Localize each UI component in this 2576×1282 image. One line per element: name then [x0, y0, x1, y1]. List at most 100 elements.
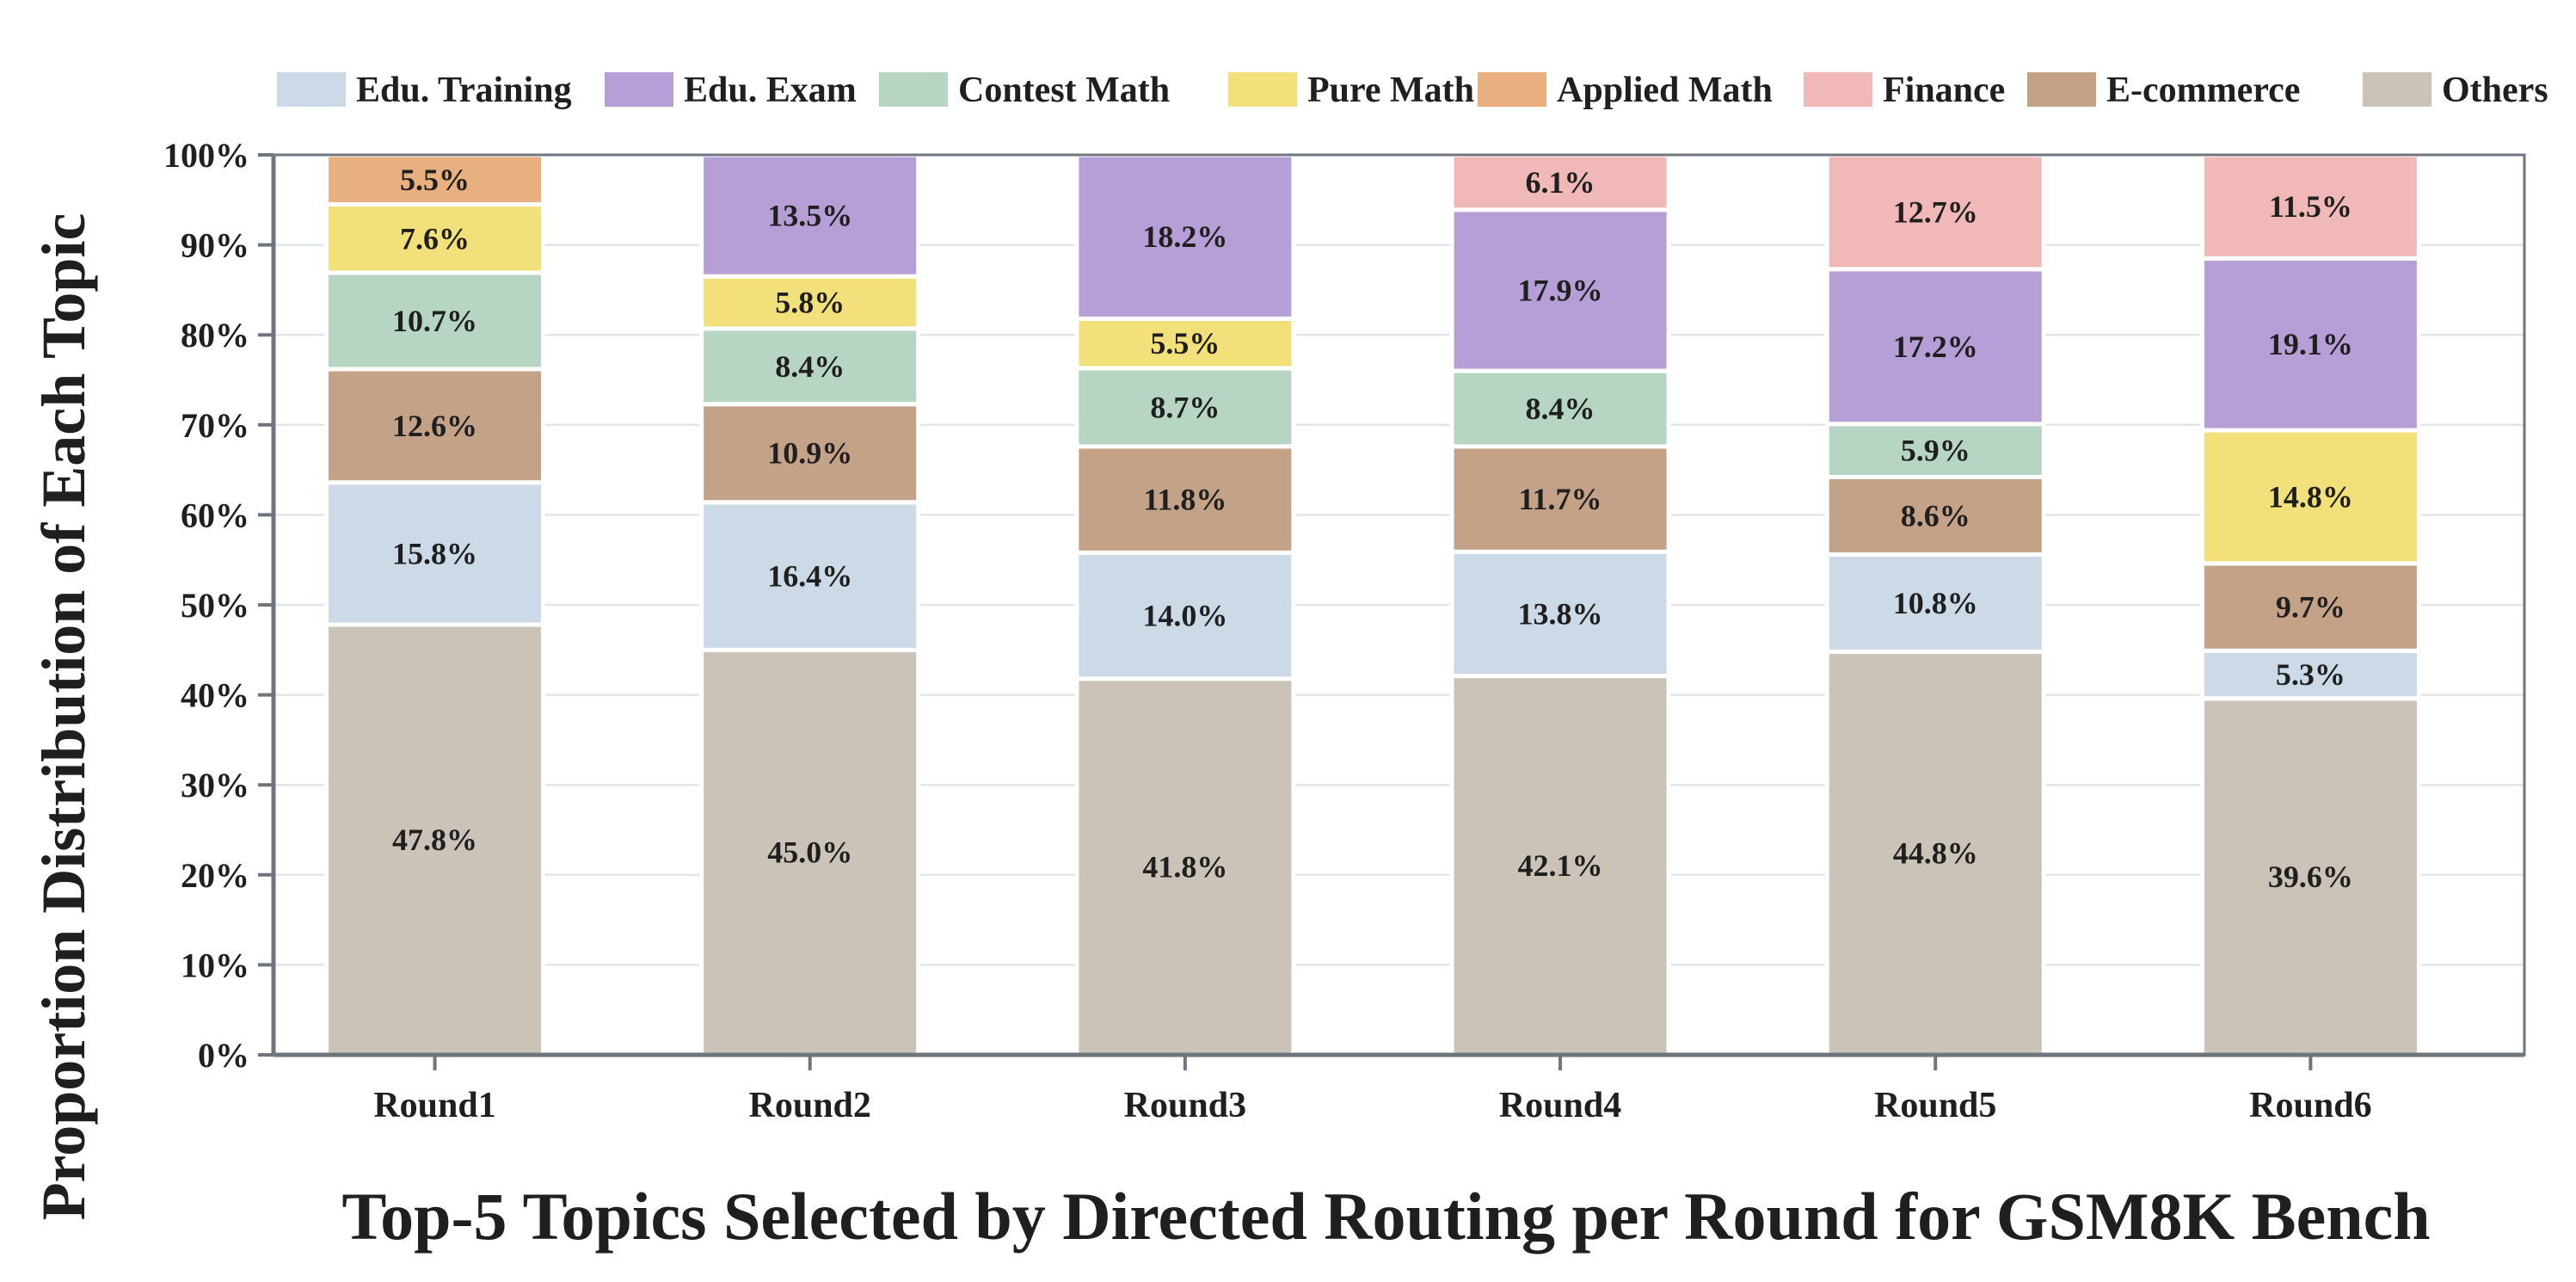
- y-tick-label: 90%: [181, 226, 249, 265]
- bar-segment-edu-exam: [1824, 267, 2046, 427]
- legend-swatch-edu-training: [277, 72, 346, 107]
- x-tick-label: Round5: [1874, 1086, 1996, 1125]
- data-label: 19.1%: [2268, 327, 2353, 361]
- data-label: 5.5%: [1150, 326, 1220, 361]
- legend-swatch-others: [2363, 72, 2432, 107]
- data-label: 9.7%: [2276, 590, 2345, 625]
- legend-swatch-applied-math: [1478, 72, 1546, 107]
- data-label: 5.5%: [400, 163, 470, 197]
- bar-segment-others: [1449, 674, 1671, 1057]
- bar-segment-edu-exam: [1074, 152, 1296, 321]
- gridlines: [274, 243, 2524, 966]
- data-label: 13.8%: [1518, 596, 1603, 631]
- bars: [324, 152, 2421, 1057]
- legend-label: Contest Math: [958, 71, 1170, 110]
- legend-swatch-finance: [1804, 72, 1872, 107]
- data-label: 44.8%: [1893, 836, 1978, 871]
- data-label: 6.1%: [1526, 165, 1595, 200]
- data-label: 18.2%: [1142, 219, 1227, 254]
- data-label: 8.4%: [775, 349, 845, 384]
- x-tick-label: Round4: [1499, 1086, 1621, 1125]
- data-label: 11.8%: [1143, 483, 1227, 517]
- x-tick-label: Round2: [749, 1086, 871, 1125]
- y-tick-label: 60%: [181, 496, 249, 534]
- legend-swatch-e-commerce: [2027, 72, 2096, 107]
- y-tick-label: 30%: [181, 766, 249, 804]
- data-label: 7.6%: [400, 221, 470, 256]
- bar-segment-contest-math: [699, 326, 921, 407]
- legend-label: Edu. Training: [356, 71, 572, 110]
- data-label: 17.2%: [1893, 330, 1978, 364]
- data-label: 12.7%: [1893, 194, 1978, 229]
- legend-label: Applied Math: [1557, 71, 1773, 110]
- data-label: 16.4%: [767, 559, 852, 594]
- x-tick-label: Round6: [2249, 1086, 2371, 1125]
- bar-segment-edu-training: [324, 480, 546, 627]
- data-label: 15.8%: [392, 536, 477, 570]
- data-label: 10.9%: [767, 436, 852, 471]
- bar-segment-others: [324, 622, 546, 1057]
- data-label: 41.8%: [1142, 849, 1227, 884]
- legend-swatch-edu-exam: [605, 72, 673, 107]
- data-label: 8.7%: [1150, 390, 1220, 424]
- data-label: 45.0%: [767, 835, 852, 870]
- bar-segment-e-commerce: [699, 402, 921, 505]
- data-label: 12.6%: [392, 409, 477, 443]
- legend-label: Finance: [1883, 71, 2005, 110]
- data-label: 8.6%: [1901, 498, 1970, 533]
- y-ticks: 0% 10% 20% 30% 40% 50% 60% 70% 80% 90% 100%: [163, 136, 274, 1075]
- x-ticks: Round1 Round2 Round3 Round4 Round5 Round6: [373, 1055, 2372, 1125]
- data-label: 13.5%: [767, 199, 852, 233]
- y-axis-title: Proportion Distribution of Each Topic: [29, 213, 98, 1221]
- y-tick-label: 80%: [181, 316, 249, 354]
- legend-label: E-commerce: [2106, 71, 2300, 110]
- data-label: 39.6%: [2268, 860, 2353, 894]
- data-label: 14.0%: [1142, 599, 1227, 633]
- bar-segment-edu-training: [1074, 550, 1296, 681]
- bar-segment-applied-math: [324, 152, 546, 207]
- data-label: 47.8%: [392, 823, 477, 857]
- y-tick-label: 100%: [163, 136, 249, 175]
- data-label: 10.8%: [1893, 586, 1978, 620]
- bar-segment-edu-exam: [1449, 207, 1671, 373]
- y-tick-label: 0%: [198, 1036, 249, 1075]
- x-axis-title: Top-5 Topics Selected by Directed Routin…: [341, 1179, 2430, 1254]
- bar-segment-pure-math: [2199, 428, 2421, 566]
- legend-label: Pure Math: [1307, 71, 1474, 110]
- data-label: 10.7%: [392, 304, 477, 338]
- bar-segment-others: [2199, 696, 2421, 1057]
- data-label: 5.3%: [2276, 657, 2345, 692]
- bar-segment-e-commerce: [1074, 444, 1296, 555]
- data-label: 17.9%: [1518, 273, 1603, 307]
- bar-segment-contest-math: [1824, 422, 2046, 479]
- x-tick-label: Round1: [373, 1086, 495, 1125]
- bar-segment-contest-math: [1449, 368, 1671, 449]
- legend-label: Others: [2442, 71, 2548, 110]
- legend: Edu. Training Edu. Exam Contest Math Pure M…: [277, 71, 2548, 110]
- bar-segment-edu-training: [699, 500, 921, 652]
- segment-labels: 47.8% 15.8% 12.6% 10.7% 7.6% 5.5% 45.0% 16.4% 10…: [392, 163, 2353, 894]
- data-label: 5.8%: [775, 286, 845, 320]
- data-label: 11.7%: [1519, 482, 1602, 516]
- bar-segment-edu-exam: [2199, 256, 2421, 433]
- bar-segment-edu-exam: [699, 152, 921, 279]
- bar-segment-edu-training: [1449, 549, 1671, 679]
- bar-segment-e-commerce: [1824, 474, 2046, 557]
- legend-swatch-contest-math: [879, 72, 948, 107]
- bar-segment-e-commerce: [1449, 444, 1671, 554]
- data-label: 14.8%: [2268, 479, 2353, 514]
- y-tick-label: 50%: [181, 586, 249, 625]
- bar-segment-e-commerce: [2199, 561, 2421, 653]
- data-label: 8.4%: [1526, 391, 1595, 426]
- data-label: 11.5%: [2269, 189, 2352, 224]
- data-label: 42.1%: [1518, 848, 1603, 883]
- y-tick-label: 70%: [181, 406, 249, 445]
- bar-segment-others: [1824, 649, 2046, 1057]
- y-tick-label: 20%: [181, 856, 249, 895]
- x-tick-label: Round3: [1124, 1086, 1246, 1125]
- y-tick-label: 40%: [181, 676, 249, 715]
- bar-segment-contest-math: [324, 270, 546, 372]
- legend-swatch-pure-math: [1228, 72, 1297, 107]
